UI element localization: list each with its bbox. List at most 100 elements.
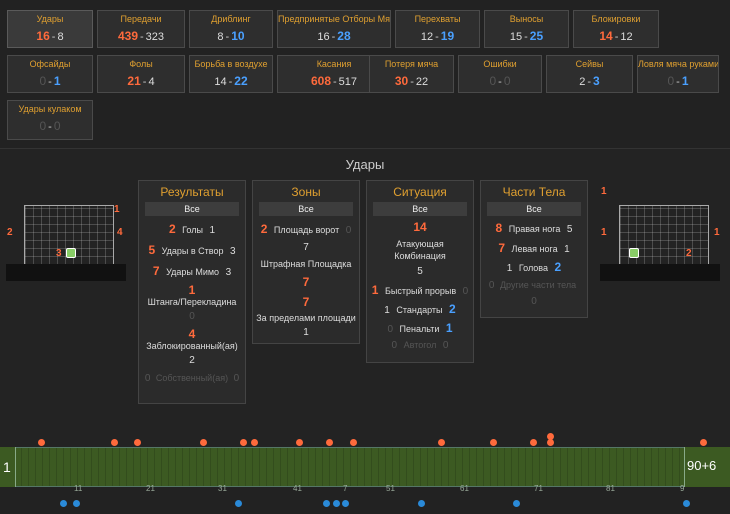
penalty-home: 7 bbox=[303, 242, 309, 253]
situation-open-row[interactable]: 14 Атакующая Комбинация 5 bbox=[367, 220, 473, 277]
stat-separator: - bbox=[48, 76, 52, 88]
situation-pen-row[interactable]: 0 Пенальти 1 bbox=[367, 321, 473, 335]
offtarget-home: 7 bbox=[152, 264, 160, 278]
home-shot-marker[interactable] bbox=[111, 439, 118, 446]
away-shot-marker[interactable] bbox=[418, 500, 425, 507]
outside-label: За пределами площади bbox=[256, 313, 356, 323]
stat-box[interactable]: Удары 16-8 bbox=[7, 10, 93, 48]
stat-box[interactable]: Офсайды 0-1 bbox=[7, 55, 93, 93]
home-shot-marker[interactable] bbox=[490, 439, 497, 446]
outside-away: 1 bbox=[303, 327, 309, 338]
box-home: 2 bbox=[260, 222, 268, 236]
away-shot-marker[interactable] bbox=[333, 500, 340, 507]
body-left-row[interactable]: 7 Левая нога 1 bbox=[481, 241, 587, 255]
situation-set-row[interactable]: 1 Стандарты 2 bbox=[367, 302, 473, 316]
pen-away: 1 bbox=[445, 321, 453, 335]
body-head-row[interactable]: 1 Голова 2 bbox=[481, 260, 587, 274]
situation-title: Ситуация bbox=[393, 185, 447, 199]
stat-box[interactable]: Ошибки 0-0 bbox=[458, 55, 542, 93]
results-goals-row[interactable]: 2 Голы 1 bbox=[139, 222, 245, 236]
head-away: 2 bbox=[554, 260, 562, 274]
zones-box-row[interactable]: 2 Площадь ворот 0 bbox=[253, 222, 359, 236]
timeline-tick: 31 bbox=[218, 484, 227, 493]
box-away: 0 bbox=[345, 225, 352, 236]
home-shot-marker[interactable] bbox=[530, 439, 537, 446]
stat-label: Фолы bbox=[129, 59, 153, 69]
home-shot-marker[interactable] bbox=[38, 439, 45, 446]
results-ontarget-row[interactable]: 5 Удары в Створ 3 bbox=[139, 243, 245, 257]
stat-box[interactable]: Фолы 21-4 bbox=[97, 55, 185, 93]
situation-og-row[interactable]: 0 Автогол 0 bbox=[367, 340, 473, 351]
stat-home-value: 608 bbox=[310, 74, 331, 88]
timeline-tick: 71 bbox=[534, 484, 543, 493]
other-label: Другие части тела bbox=[499, 280, 577, 290]
stat-home-value: 12 bbox=[420, 31, 434, 43]
stat-box[interactable]: Блокировки 14-12 bbox=[573, 10, 659, 48]
stat-home-value: 0 bbox=[667, 74, 675, 88]
home-shot-marker[interactable] bbox=[700, 439, 707, 446]
woodwork-home: 1 bbox=[188, 283, 196, 297]
situation-fast-row[interactable]: 1 Быстрый прорыв 0 bbox=[367, 283, 473, 297]
zones-penalty-row[interactable]: 7 Штрафная Площадка 7 bbox=[253, 242, 359, 289]
left-away: 1 bbox=[564, 244, 570, 255]
stat-away-value: 517 bbox=[338, 76, 358, 88]
results-all-button[interactable]: Все bbox=[145, 202, 239, 216]
away-shot-marker[interactable] bbox=[60, 500, 67, 507]
pen-home: 0 bbox=[387, 324, 393, 335]
home-shot-marker[interactable] bbox=[200, 439, 207, 446]
outside-home: 7 bbox=[302, 295, 310, 309]
home-shot-marker[interactable] bbox=[134, 439, 141, 446]
body-all-button[interactable]: Все bbox=[487, 202, 581, 216]
stat-away-value: 19 bbox=[440, 29, 455, 43]
right-label: Правая нога bbox=[508, 224, 561, 234]
stat-home-value: 14 bbox=[599, 29, 613, 43]
away-shot-marker[interactable] bbox=[683, 500, 690, 507]
box-label: Площадь ворот bbox=[273, 225, 340, 235]
home-shot-marker[interactable] bbox=[350, 439, 357, 446]
zones-outside-row[interactable]: 7 За пределами площади 1 bbox=[253, 295, 359, 338]
results-own-row[interactable]: 0 Собственный(ая) 0 bbox=[139, 373, 245, 384]
away-shot-marker[interactable] bbox=[342, 500, 349, 507]
results-offtarget-row[interactable]: 7 Удары Мимо 3 bbox=[139, 264, 245, 278]
stat-box[interactable]: Перехваты 12-19 bbox=[395, 10, 480, 48]
stat-box[interactable]: Ловля мяча руками 0-1 bbox=[637, 55, 719, 93]
situation-all-button[interactable]: Все bbox=[373, 202, 467, 216]
left-home: 7 bbox=[498, 241, 506, 255]
home-shot-marker[interactable] bbox=[547, 439, 554, 446]
results-woodwork-row[interactable]: 1 Штанга/Перекладина 0 bbox=[139, 283, 245, 322]
stat-away-value: 323 bbox=[145, 31, 165, 43]
away-shot-marker[interactable] bbox=[235, 500, 242, 507]
body-right-row[interactable]: 8 Правая нога 5 bbox=[481, 221, 587, 235]
body-other-row[interactable]: 0 Другие части тела 0 bbox=[481, 280, 587, 307]
stat-separator: - bbox=[51, 31, 56, 43]
stat-box[interactable]: Борьба в воздухе 14-22 bbox=[189, 55, 273, 93]
goal-left-num: 4 bbox=[117, 227, 123, 238]
stat-home-value: 8 bbox=[217, 31, 224, 43]
results-blocked-row[interactable]: 4 Заблокированный(ая) 2 bbox=[139, 327, 245, 366]
stat-box[interactable]: Предпринятые Отборы Мяча 16-28 bbox=[277, 10, 391, 48]
home-shot-marker[interactable] bbox=[438, 439, 445, 446]
home-shot-marker[interactable] bbox=[547, 433, 554, 440]
home-shot-marker[interactable] bbox=[326, 439, 333, 446]
stat-box[interactable]: Удары кулаком 0-0 bbox=[7, 100, 93, 140]
fast-away: 0 bbox=[462, 286, 469, 297]
stat-box[interactable]: Потеря мяча 30-22 bbox=[369, 55, 454, 93]
stat-box[interactable]: Выносы 15-25 bbox=[484, 10, 569, 48]
stat-label: Выносы bbox=[509, 14, 544, 24]
away-shot-marker[interactable] bbox=[73, 500, 80, 507]
home-shot-marker[interactable] bbox=[240, 439, 247, 446]
blocked-away: 2 bbox=[189, 355, 195, 366]
goal-left-num: 2 bbox=[7, 227, 13, 238]
away-shot-marker[interactable] bbox=[323, 500, 330, 507]
home-shot-marker[interactable] bbox=[296, 439, 303, 446]
stat-away-value: 12 bbox=[620, 31, 633, 43]
stat-away-value: 1 bbox=[53, 74, 61, 88]
home-shot-marker[interactable] bbox=[251, 439, 258, 446]
match-timeline[interactable] bbox=[0, 447, 730, 487]
stat-box[interactable]: Дриблинг 8-10 bbox=[189, 10, 273, 48]
stat-box[interactable]: Сейвы 2-3 bbox=[546, 55, 633, 93]
stat-box[interactable]: Передачи 439-323 bbox=[97, 10, 185, 48]
timeline-tick: 7 bbox=[343, 484, 348, 493]
zones-all-button[interactable]: Все bbox=[259, 202, 353, 216]
away-shot-marker[interactable] bbox=[513, 500, 520, 507]
